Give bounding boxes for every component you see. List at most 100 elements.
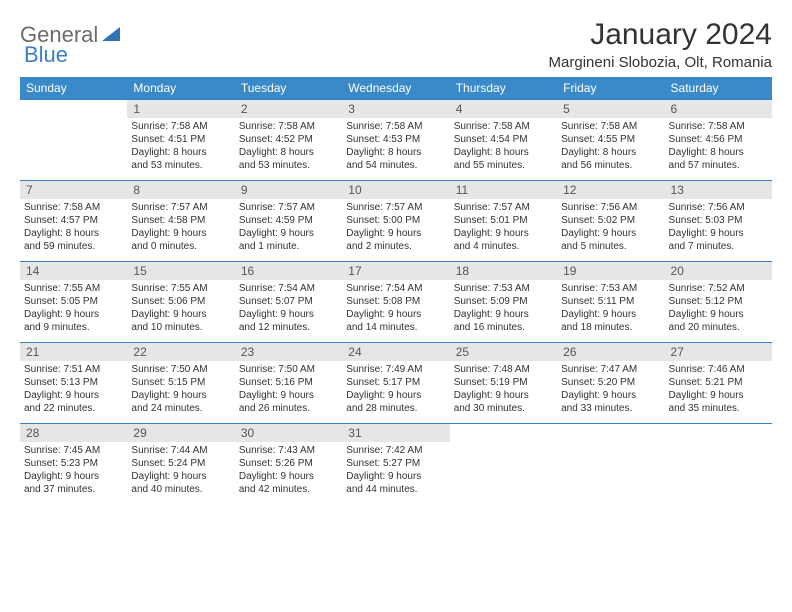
calendar-row: 1Sunrise: 7:58 AMSunset: 4:51 PMDaylight…	[20, 100, 772, 181]
brand-part2: Blue	[24, 42, 68, 67]
day-details: Sunrise: 7:49 AMSunset: 5:17 PMDaylight:…	[342, 361, 449, 421]
day-details: Sunrise: 7:58 AMSunset: 4:51 PMDaylight:…	[127, 118, 234, 178]
calendar-cell: 6Sunrise: 7:58 AMSunset: 4:56 PMDaylight…	[665, 100, 772, 181]
day-details: Sunrise: 7:46 AMSunset: 5:21 PMDaylight:…	[665, 361, 772, 421]
calendar-row: 7Sunrise: 7:58 AMSunset: 4:57 PMDaylight…	[20, 181, 772, 262]
weekday-header: Friday	[557, 77, 664, 100]
day-number: 29	[127, 424, 234, 442]
day-number: 22	[127, 343, 234, 361]
calendar-cell: 22Sunrise: 7:50 AMSunset: 5:15 PMDayligh…	[127, 343, 234, 424]
day-number: 24	[342, 343, 449, 361]
day-number: 6	[665, 100, 772, 118]
calendar-cell: 25Sunrise: 7:48 AMSunset: 5:19 PMDayligh…	[450, 343, 557, 424]
calendar-head: SundayMondayTuesdayWednesdayThursdayFrid…	[20, 77, 772, 100]
calendar-cell: 26Sunrise: 7:47 AMSunset: 5:20 PMDayligh…	[557, 343, 664, 424]
day-number: 15	[127, 262, 234, 280]
day-details: Sunrise: 7:56 AMSunset: 5:02 PMDaylight:…	[557, 199, 664, 259]
calendar-cell: 14Sunrise: 7:55 AMSunset: 5:05 PMDayligh…	[20, 262, 127, 343]
day-details: Sunrise: 7:57 AMSunset: 4:59 PMDaylight:…	[235, 199, 342, 259]
calendar-cell: 23Sunrise: 7:50 AMSunset: 5:16 PMDayligh…	[235, 343, 342, 424]
weekday-header: Saturday	[665, 77, 772, 100]
brand-part2-wrap: Blue	[24, 42, 68, 68]
day-number: 21	[20, 343, 127, 361]
calendar-cell: 12Sunrise: 7:56 AMSunset: 5:02 PMDayligh…	[557, 181, 664, 262]
day-details: Sunrise: 7:48 AMSunset: 5:19 PMDaylight:…	[450, 361, 557, 421]
calendar-cell: 18Sunrise: 7:53 AMSunset: 5:09 PMDayligh…	[450, 262, 557, 343]
calendar-cell: 19Sunrise: 7:53 AMSunset: 5:11 PMDayligh…	[557, 262, 664, 343]
day-number: 7	[20, 181, 127, 199]
day-details: Sunrise: 7:47 AMSunset: 5:20 PMDaylight:…	[557, 361, 664, 421]
day-number: 4	[450, 100, 557, 118]
day-number: 9	[235, 181, 342, 199]
day-number: 20	[665, 262, 772, 280]
day-number: 17	[342, 262, 449, 280]
day-details: Sunrise: 7:57 AMSunset: 5:00 PMDaylight:…	[342, 199, 449, 259]
calendar-table: SundayMondayTuesdayWednesdayThursdayFrid…	[20, 77, 772, 504]
calendar-cell: 24Sunrise: 7:49 AMSunset: 5:17 PMDayligh…	[342, 343, 449, 424]
day-details: Sunrise: 7:56 AMSunset: 5:03 PMDaylight:…	[665, 199, 772, 259]
day-details: Sunrise: 7:50 AMSunset: 5:16 PMDaylight:…	[235, 361, 342, 421]
day-number: 25	[450, 343, 557, 361]
calendar-cell: 16Sunrise: 7:54 AMSunset: 5:07 PMDayligh…	[235, 262, 342, 343]
day-details: Sunrise: 7:44 AMSunset: 5:24 PMDaylight:…	[127, 442, 234, 502]
day-details: Sunrise: 7:52 AMSunset: 5:12 PMDaylight:…	[665, 280, 772, 340]
calendar-cell: 28Sunrise: 7:45 AMSunset: 5:23 PMDayligh…	[20, 424, 127, 505]
calendar-cell: 9Sunrise: 7:57 AMSunset: 4:59 PMDaylight…	[235, 181, 342, 262]
calendar-cell	[450, 424, 557, 505]
location-text: Margineni Slobozia, Olt, Romania	[549, 54, 772, 71]
day-number: 8	[127, 181, 234, 199]
calendar-cell	[665, 424, 772, 505]
calendar-cell: 5Sunrise: 7:58 AMSunset: 4:55 PMDaylight…	[557, 100, 664, 181]
calendar-cell: 8Sunrise: 7:57 AMSunset: 4:58 PMDaylight…	[127, 181, 234, 262]
day-number: 11	[450, 181, 557, 199]
day-number: 23	[235, 343, 342, 361]
day-details: Sunrise: 7:57 AMSunset: 5:01 PMDaylight:…	[450, 199, 557, 259]
calendar-cell: 7Sunrise: 7:58 AMSunset: 4:57 PMDaylight…	[20, 181, 127, 262]
day-details: Sunrise: 7:58 AMSunset: 4:53 PMDaylight:…	[342, 118, 449, 178]
weekday-header: Sunday	[20, 77, 127, 100]
calendar-row: 28Sunrise: 7:45 AMSunset: 5:23 PMDayligh…	[20, 424, 772, 505]
calendar-row: 21Sunrise: 7:51 AMSunset: 5:13 PMDayligh…	[20, 343, 772, 424]
day-details: Sunrise: 7:51 AMSunset: 5:13 PMDaylight:…	[20, 361, 127, 421]
day-details: Sunrise: 7:58 AMSunset: 4:52 PMDaylight:…	[235, 118, 342, 178]
weekday-header: Wednesday	[342, 77, 449, 100]
day-details: Sunrise: 7:42 AMSunset: 5:27 PMDaylight:…	[342, 442, 449, 502]
calendar-cell	[557, 424, 664, 505]
month-title: January 2024	[549, 18, 772, 52]
day-number: 3	[342, 100, 449, 118]
calendar-cell: 2Sunrise: 7:58 AMSunset: 4:52 PMDaylight…	[235, 100, 342, 181]
day-details: Sunrise: 7:54 AMSunset: 5:07 PMDaylight:…	[235, 280, 342, 340]
day-details: Sunrise: 7:58 AMSunset: 4:54 PMDaylight:…	[450, 118, 557, 178]
day-number: 31	[342, 424, 449, 442]
day-number: 10	[342, 181, 449, 199]
day-number: 19	[557, 262, 664, 280]
day-number: 13	[665, 181, 772, 199]
title-block: January 2024 Margineni Slobozia, Olt, Ro…	[549, 18, 772, 71]
day-details: Sunrise: 7:50 AMSunset: 5:15 PMDaylight:…	[127, 361, 234, 421]
day-details: Sunrise: 7:54 AMSunset: 5:08 PMDaylight:…	[342, 280, 449, 340]
day-number: 26	[557, 343, 664, 361]
weekday-header: Monday	[127, 77, 234, 100]
weekday-header: Thursday	[450, 77, 557, 100]
day-details: Sunrise: 7:45 AMSunset: 5:23 PMDaylight:…	[20, 442, 127, 502]
calendar-cell: 1Sunrise: 7:58 AMSunset: 4:51 PMDaylight…	[127, 100, 234, 181]
calendar-cell: 17Sunrise: 7:54 AMSunset: 5:08 PMDayligh…	[342, 262, 449, 343]
day-number: 30	[235, 424, 342, 442]
calendar-body: 1Sunrise: 7:58 AMSunset: 4:51 PMDaylight…	[20, 100, 772, 505]
day-number: 1	[127, 100, 234, 118]
calendar-cell: 11Sunrise: 7:57 AMSunset: 5:01 PMDayligh…	[450, 181, 557, 262]
calendar-cell: 10Sunrise: 7:57 AMSunset: 5:00 PMDayligh…	[342, 181, 449, 262]
day-number: 2	[235, 100, 342, 118]
day-details: Sunrise: 7:55 AMSunset: 5:05 PMDaylight:…	[20, 280, 127, 340]
day-number: 12	[557, 181, 664, 199]
calendar-cell: 20Sunrise: 7:52 AMSunset: 5:12 PMDayligh…	[665, 262, 772, 343]
day-details: Sunrise: 7:55 AMSunset: 5:06 PMDaylight:…	[127, 280, 234, 340]
calendar-cell: 21Sunrise: 7:51 AMSunset: 5:13 PMDayligh…	[20, 343, 127, 424]
day-number: 14	[20, 262, 127, 280]
day-details: Sunrise: 7:53 AMSunset: 5:11 PMDaylight:…	[557, 280, 664, 340]
day-details: Sunrise: 7:58 AMSunset: 4:55 PMDaylight:…	[557, 118, 664, 178]
brand-triangle-icon	[102, 25, 120, 46]
day-details: Sunrise: 7:58 AMSunset: 4:57 PMDaylight:…	[20, 199, 127, 259]
header: General January 2024 Margineni Slobozia,…	[20, 18, 772, 71]
calendar-cell: 30Sunrise: 7:43 AMSunset: 5:26 PMDayligh…	[235, 424, 342, 505]
